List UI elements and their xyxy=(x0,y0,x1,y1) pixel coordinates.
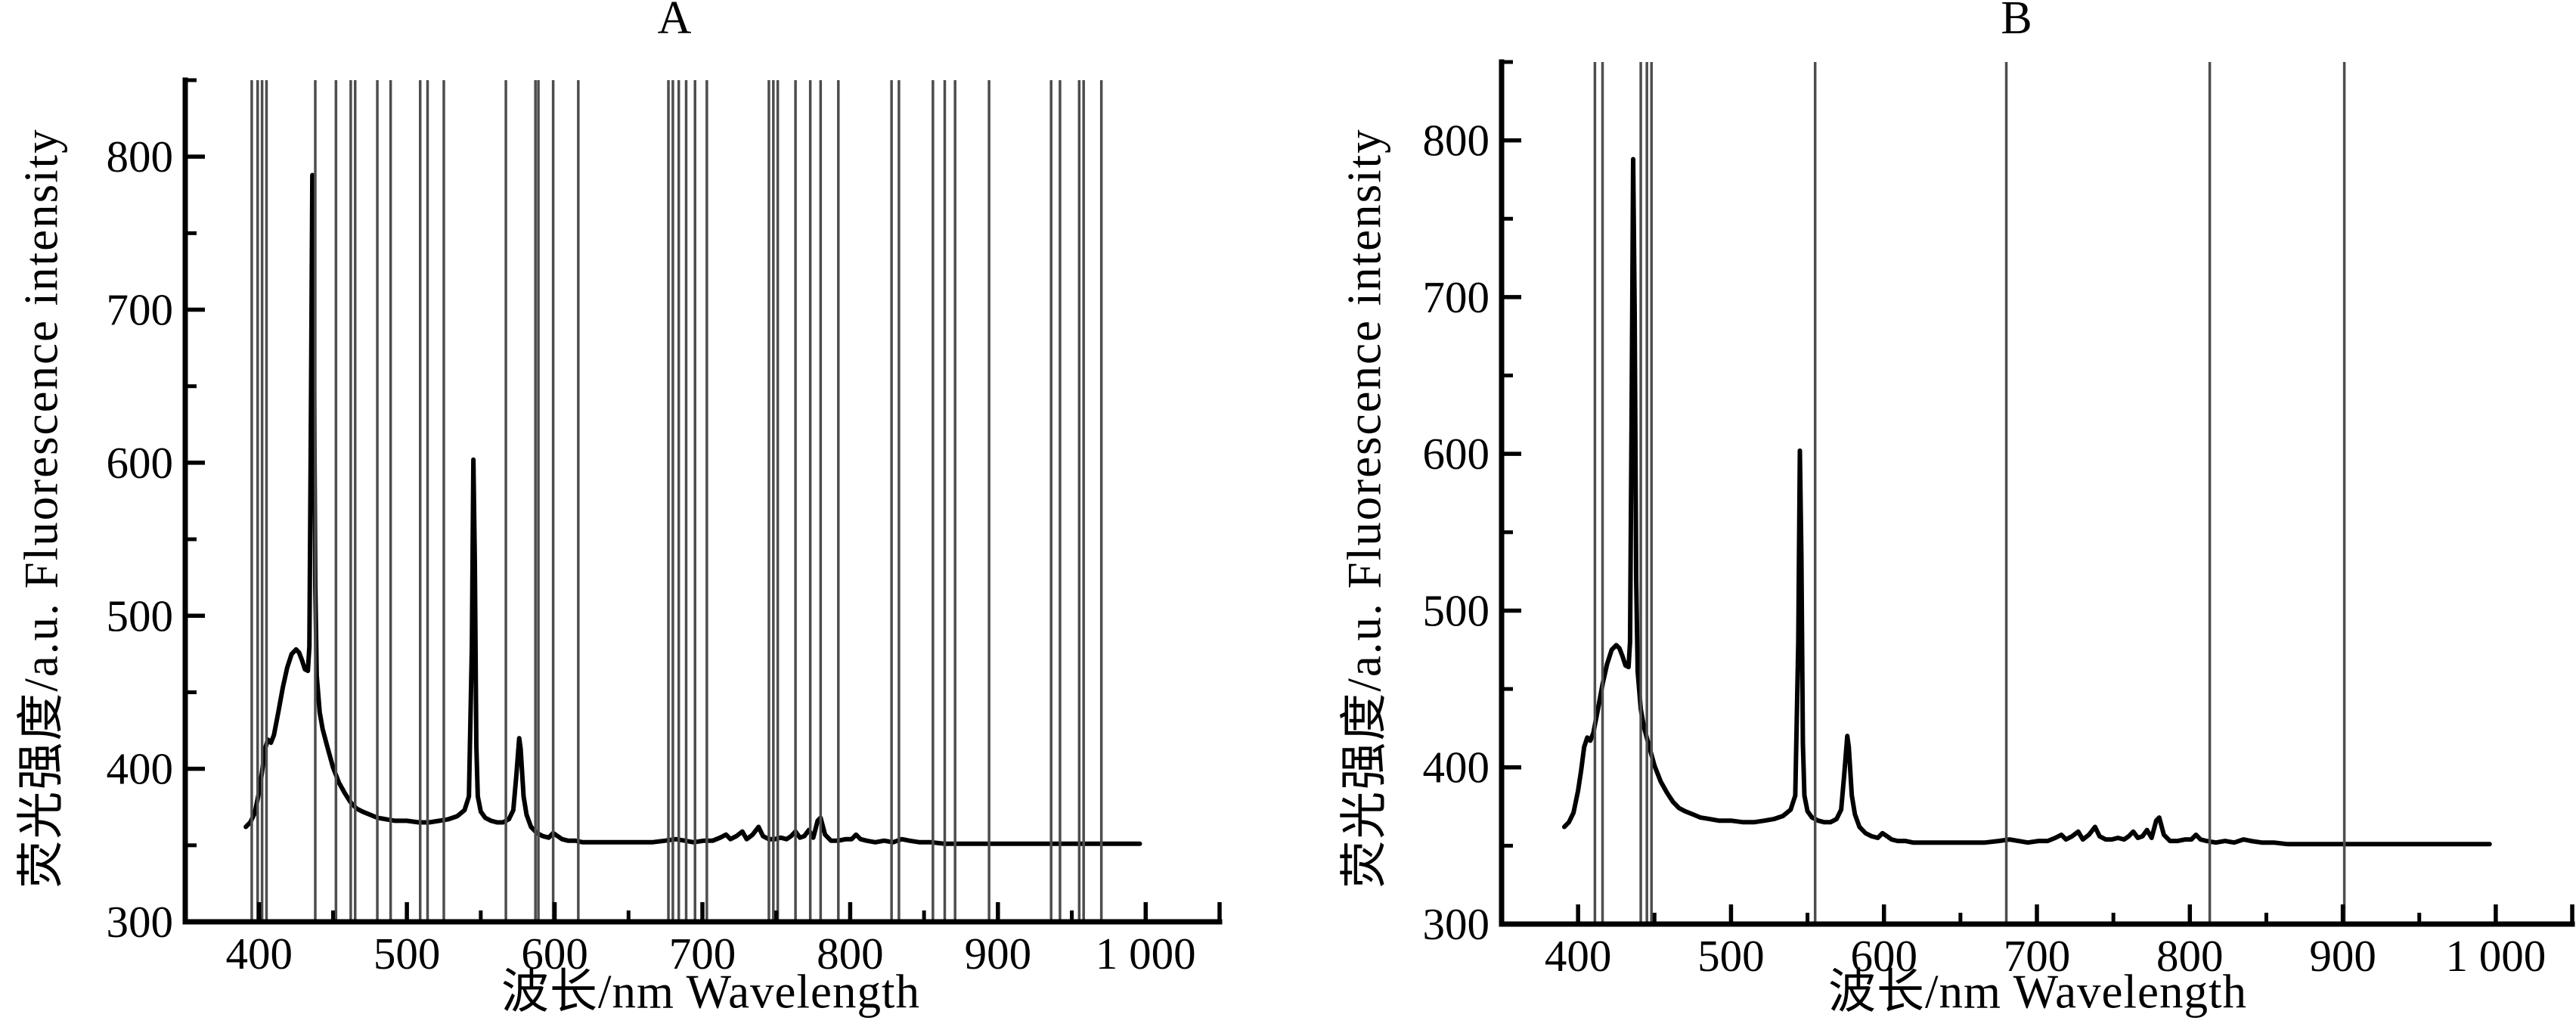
chart-b-plot: 400 500 600 700 800 900 1 000 300 400 500 600 700 80… xyxy=(1423,59,2575,981)
axis-lines xyxy=(182,77,1223,925)
y-tick-label: 600 xyxy=(107,438,174,488)
y-tick-label: 300 xyxy=(1423,899,1490,949)
chart-panel-b: 400 500 600 700 800 900 1 000 300 400 500 600 700 80… xyxy=(1323,0,2576,1036)
y-tick-label: 800 xyxy=(1423,116,1490,166)
y-tick-label: 500 xyxy=(107,591,174,641)
x-tick-label: 800 xyxy=(817,929,884,979)
reference-lines xyxy=(250,80,1103,920)
chart-a-plot: 400 500 600 700 800 900 1 000 300 400 500 600 700 80… xyxy=(107,77,1223,979)
x-tick-label: 500 xyxy=(1697,931,1765,981)
y-tick-label: 500 xyxy=(1423,585,1490,635)
x-axis-ticks: 400 500 600 700 800 900 1 000 xyxy=(225,902,1222,979)
x-tick-label: 600 xyxy=(521,929,588,979)
chart-a-y-axis-title: 荧光强度/a.u. Fluorescence intensity xyxy=(14,128,68,889)
chart-a-title: A xyxy=(657,0,692,44)
chart-b-y-axis-title: 荧光强度/a.u. Fluorescence intensity xyxy=(1338,128,1391,889)
y-tick-label: 300 xyxy=(107,897,174,947)
x-tick-label: 700 xyxy=(669,929,736,979)
reference-lines xyxy=(1593,62,2346,922)
chart-panel-a: 400 500 600 700 800 900 1 000 300 400 500 600 700 80… xyxy=(14,0,1223,1019)
spectrum-curve xyxy=(1561,157,2492,847)
x-tick-label: 700 xyxy=(2004,931,2071,981)
axes: 400 500 600 700 800 900 1 000 300 400 500 600 700 80… xyxy=(107,77,1223,979)
y-axis-ticks: 300 400 500 600 700 800 xyxy=(1423,60,1521,949)
y-tick-label: 400 xyxy=(1423,743,1490,793)
x-tick-label: 1 000 xyxy=(2445,931,2546,981)
spectrum-curve xyxy=(243,172,1142,846)
y-tick-label: 600 xyxy=(1423,429,1490,479)
x-tick-label: 1 000 xyxy=(1096,929,1196,979)
axis-lines xyxy=(1499,59,2575,927)
y-axis-ticks: 300 400 500 600 700 800 xyxy=(107,78,205,947)
x-tick-label: 900 xyxy=(2309,931,2376,981)
x-tick-label: 500 xyxy=(374,929,441,979)
x-tick-label: 400 xyxy=(225,929,293,979)
x-axis-ticks: 400 500 600 700 800 900 1 000 xyxy=(1545,904,2574,981)
x-tick-label: 900 xyxy=(965,929,1032,979)
y-tick-label: 800 xyxy=(107,132,174,181)
x-tick-label: 800 xyxy=(2156,931,2224,981)
y-tick-label: 400 xyxy=(107,744,174,794)
axes: 400 500 600 700 800 900 1 000 300 400 500 600 700 80… xyxy=(1423,59,2575,981)
x-tick-label: 400 xyxy=(1545,931,1612,981)
y-tick-label: 700 xyxy=(107,285,174,335)
chart-b-title: B xyxy=(2001,0,2032,44)
x-tick-label: 600 xyxy=(1850,931,1917,981)
chart-b-x-axis-title: 波长/nm Wavelength xyxy=(1828,965,2247,1019)
chart-a-x-axis-title: 波长/nm Wavelength xyxy=(501,965,920,1019)
y-tick-label: 700 xyxy=(1423,272,1490,322)
